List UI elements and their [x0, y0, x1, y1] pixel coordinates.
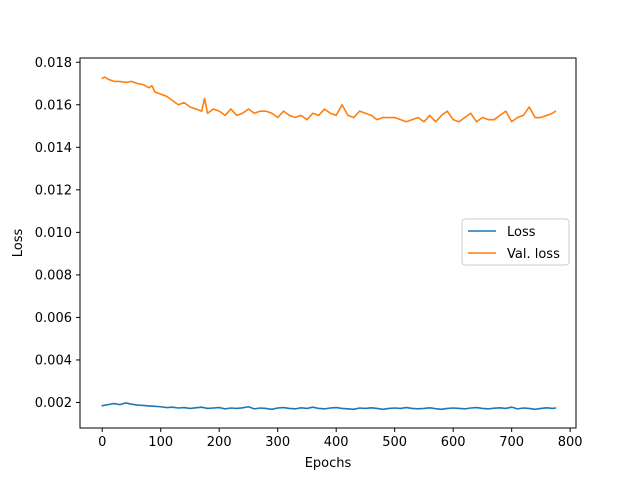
- y-tick-label: 0.006: [35, 311, 72, 326]
- x-tick-label: 400: [324, 435, 349, 450]
- x-tick-label: 800: [558, 435, 583, 450]
- y-tick-label: 0.004: [35, 353, 72, 368]
- x-tick-label: 500: [382, 435, 407, 450]
- series-line-loss: [101, 402, 557, 411]
- x-tick-label: 200: [207, 435, 232, 450]
- y-tick-label: 0.002: [35, 396, 72, 411]
- x-tick-label: 300: [265, 435, 290, 450]
- x-axis: 0 100 200 300 400 500 600 700 800: [98, 428, 583, 450]
- y-tick-label: 0.010: [35, 226, 72, 241]
- legend-label-loss: Loss: [507, 225, 536, 240]
- y-axis-label: Loss: [11, 229, 26, 258]
- x-tick-label: 0: [98, 435, 106, 450]
- series-line-val-loss: [101, 76, 557, 123]
- x-tick-label: 100: [148, 435, 173, 450]
- y-tick-label: 0.018: [35, 56, 72, 71]
- legend-label-val-loss: Val. loss: [507, 247, 560, 262]
- x-axis-label: Epochs: [305, 456, 352, 471]
- y-tick-label: 0.014: [35, 141, 72, 156]
- y-axis: 0.002 0.004 0.006 0.008 0.010 0.012 0.014 0.016…: [35, 56, 80, 411]
- y-tick-label: 0.016: [35, 98, 72, 113]
- series-layer: [101, 76, 557, 411]
- x-tick-label: 600: [441, 435, 466, 450]
- x-tick-label: 700: [499, 435, 524, 450]
- y-tick-label: 0.008: [35, 268, 72, 283]
- plot-frame: [79, 57, 577, 429]
- y-tick-label: 0.012: [35, 183, 72, 198]
- legend: Loss Val. loss: [461, 218, 570, 266]
